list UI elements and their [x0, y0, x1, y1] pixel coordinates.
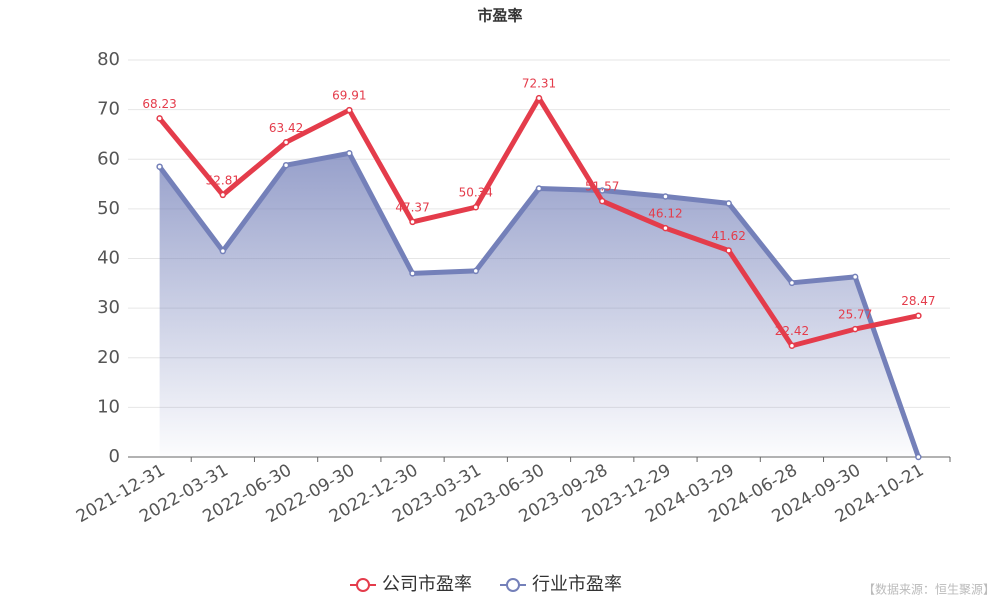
point: [535, 94, 543, 102]
data-label: 52.81: [206, 173, 240, 187]
point: [282, 161, 290, 169]
y-tick-label: 40: [97, 248, 120, 269]
point: [662, 224, 669, 232]
y-tick-label: 0: [109, 446, 120, 467]
point: [472, 267, 480, 275]
y-tick-label: 60: [97, 148, 120, 169]
point: [788, 279, 796, 287]
point: [282, 139, 290, 146]
point: [409, 270, 416, 277]
data-label: 68.23: [142, 97, 176, 111]
data-label: 46.12: [648, 207, 682, 221]
y-tick-label: 20: [97, 347, 120, 368]
point: [346, 106, 353, 114]
point: [915, 312, 922, 319]
legend-marker: [356, 578, 370, 592]
area: [159, 153, 919, 458]
data-label: 28.47: [901, 294, 935, 308]
point: [472, 203, 480, 211]
point: [598, 197, 606, 205]
chart-title: 市盈率: [477, 7, 522, 25]
point: [662, 193, 669, 200]
y-tick-label: 70: [97, 99, 120, 120]
data-label: 25.77: [838, 308, 872, 322]
data-label: 22.42: [775, 324, 809, 338]
point: [725, 200, 732, 207]
point: [409, 218, 416, 226]
point: [851, 325, 859, 333]
point: [219, 191, 227, 199]
point: [915, 453, 922, 461]
point: [156, 115, 163, 122]
y-tick-label: 50: [97, 198, 120, 219]
y-tick-label: 10: [97, 396, 120, 417]
y-tick-label: 80: [97, 49, 120, 70]
point: [725, 247, 732, 254]
data-label: 47.37: [395, 200, 429, 214]
point: [219, 247, 227, 255]
point: [598, 187, 606, 194]
point: [535, 185, 543, 192]
point: [156, 163, 163, 170]
y-tick-label: 30: [97, 297, 120, 318]
point: [851, 273, 859, 281]
data-label: 50.34: [459, 186, 493, 200]
legend-marker: [506, 578, 520, 592]
data-label: 51.57: [585, 180, 619, 194]
point: [788, 342, 796, 349]
source-note: 【数据来源：恒生聚源】: [863, 582, 995, 597]
legend-label: 公司市盈率: [382, 574, 472, 595]
data-label: 72.31: [522, 77, 556, 91]
data-label: 41.62: [712, 229, 746, 243]
data-label: 69.91: [332, 89, 366, 103]
legend-label: 行业市盈率: [532, 574, 622, 595]
point: [346, 150, 353, 157]
data-label: 63.42: [269, 121, 303, 135]
